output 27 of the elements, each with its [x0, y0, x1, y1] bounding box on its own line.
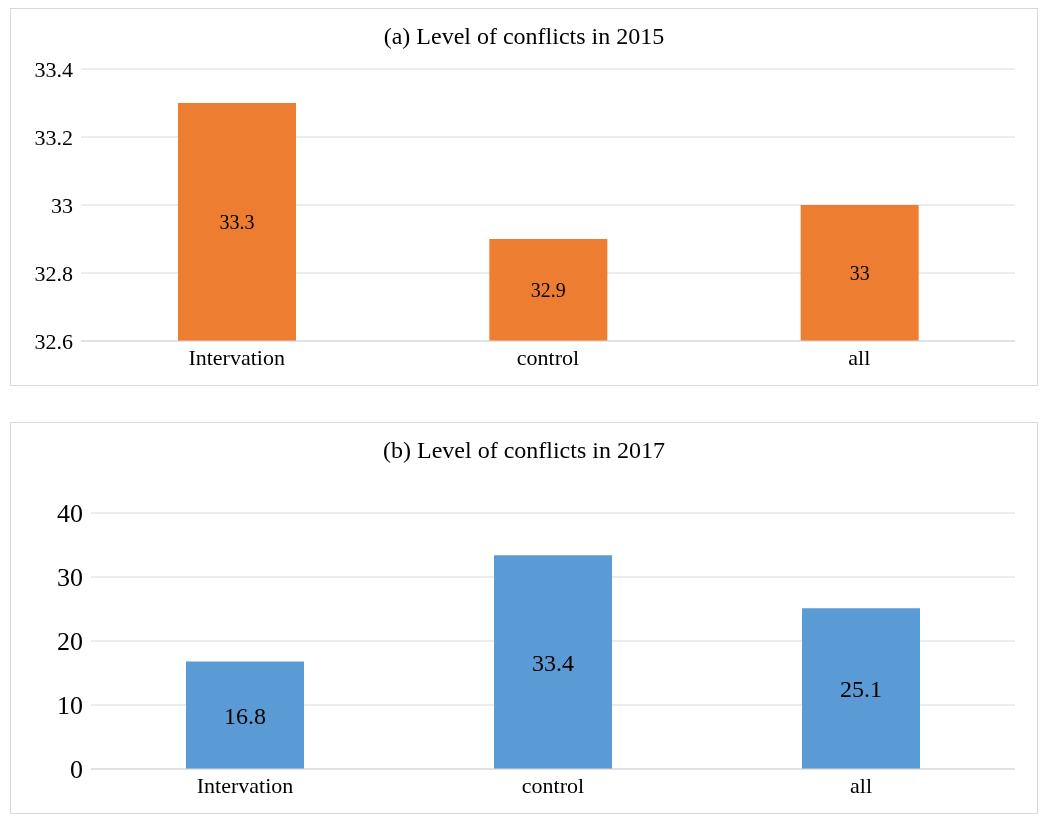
data-label: 25.1: [840, 676, 882, 703]
y-tick-label: 0: [70, 755, 83, 785]
data-label: 33: [849, 262, 870, 285]
data-label: 16.8: [224, 702, 266, 729]
x-tick-label: all: [848, 344, 871, 370]
y-tick-label: 33.4: [34, 56, 73, 82]
y-tick-label: 10: [57, 691, 83, 721]
data-label: 33.4: [532, 649, 574, 676]
y-tick-label: 40: [57, 499, 83, 529]
x-tick-label: all: [850, 772, 872, 798]
bar: [802, 608, 920, 769]
data-label: 32.9: [530, 279, 566, 302]
y-tick-label: 32.8: [34, 260, 73, 286]
x-tick-label: control: [521, 772, 585, 798]
bar: [494, 555, 612, 769]
x-tick-label: Intervation: [196, 772, 294, 798]
y-tick-label: 20: [57, 627, 83, 657]
y-tick-label: 32.6: [34, 328, 73, 354]
x-tick-label: control: [516, 344, 580, 370]
bar: [186, 661, 304, 769]
y-tick-label: 33: [51, 192, 73, 218]
y-tick-label: 30: [57, 563, 83, 593]
data-label: 33.3: [219, 211, 255, 234]
chart-title: (b) Level of conflicts in 2017: [383, 437, 665, 463]
x-tick-label: Intervation: [188, 344, 285, 370]
chart-title: (a) Level of conflicts in 2015: [383, 23, 665, 49]
y-tick-label: 33.2: [34, 124, 73, 150]
